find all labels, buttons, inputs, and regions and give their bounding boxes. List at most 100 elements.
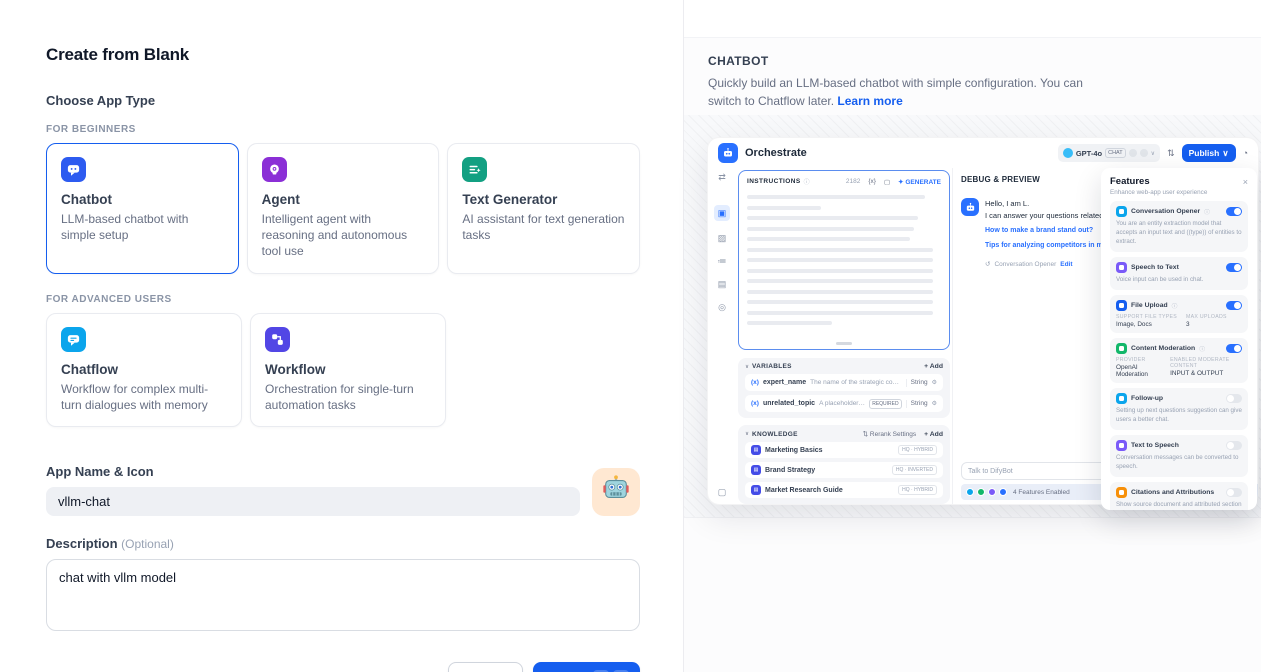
suggested-question: Tips for analyzing competitors in market bbox=[985, 242, 1120, 250]
suggested-question: How to make a brand stand out? bbox=[985, 227, 1094, 235]
preview-illustration-area: Orchestrate GPT-4o CHAT ∨ ⇅ Publish ∨ ◔ bbox=[684, 115, 1261, 518]
feature-item: Follow-up Setting up next questions sugg… bbox=[1110, 387, 1248, 430]
preview-panel-topstrip bbox=[684, 0, 1261, 38]
knowledge-row: ▤ Market Research Guide HQ · HYBRID bbox=[745, 482, 943, 498]
conversation-opener-icon bbox=[1116, 206, 1127, 217]
features-panel: Features × Enhance web-app user experien… bbox=[1101, 168, 1257, 510]
feature-item: Citations and Attributions Show source d… bbox=[1110, 481, 1248, 510]
feature-item: Text to Speech Conversation messages can… bbox=[1110, 434, 1248, 477]
sidebar-doc-icon: ▤ bbox=[717, 279, 727, 289]
bot-avatar bbox=[961, 198, 979, 216]
instructions-box: INSTRUCTIONS ⓘ 2182 {x} ▢ ✦ GENERATE bbox=[738, 170, 950, 350]
required-badge: REQUIRED bbox=[869, 398, 902, 409]
app-type-card-text-generator[interactable]: Text Generator AI assistant for text gen… bbox=[447, 143, 641, 274]
gear-icon: ⚙ bbox=[931, 401, 937, 407]
refresh-icon: ↺ bbox=[985, 261, 991, 269]
variable-token-icon: {x} bbox=[868, 178, 876, 185]
for-beginners-label: FOR BEGINNERS bbox=[46, 124, 136, 135]
info-icon: ⓘ bbox=[1199, 346, 1205, 353]
follow-up-icon bbox=[1116, 392, 1127, 404]
model-chat-badge: CHAT bbox=[1105, 148, 1126, 158]
speech-to-text-icon bbox=[1116, 261, 1127, 273]
chevron-down-icon: ∨ bbox=[1222, 147, 1229, 158]
text-to-speech-icon bbox=[1116, 439, 1127, 451]
model-settings-icon bbox=[1139, 149, 1148, 157]
card-desc: LLM-based chatbot with simple setup bbox=[61, 212, 189, 243]
dataset-icon: ▤ bbox=[751, 465, 761, 475]
app-name-row: App Name & Icon bbox=[46, 464, 640, 516]
publish-button: Publish ∨ bbox=[1181, 144, 1236, 162]
toggle-on bbox=[1226, 300, 1242, 310]
file-upload-icon bbox=[1116, 299, 1127, 311]
preview-description: Quickly build an LLM-based chatbot with … bbox=[708, 76, 1083, 108]
templates-link[interactable]: No ideas? Check out our templates → bbox=[46, 671, 261, 672]
app-type-card-agent[interactable]: Agent Intelligent agent with reasoning a… bbox=[246, 143, 440, 274]
choose-app-type-label: Choose App Type bbox=[46, 93, 156, 108]
sidebar-image-icon: ▨ bbox=[717, 233, 727, 243]
edit-opener-link: Edit bbox=[1060, 260, 1073, 268]
sidebar-frame-icon: ▢ bbox=[717, 487, 727, 497]
close-icon: × bbox=[1242, 176, 1248, 187]
preview-sidebar: ⇄ ▣ ▨ ≔ ▤ ◎ ▢ bbox=[708, 168, 736, 504]
card-desc: AI assistant for text generation tasks bbox=[462, 212, 625, 243]
knowledge-row: ▤ Brand Strategy HQ · INVERTED bbox=[745, 462, 943, 478]
toggle-off bbox=[1226, 440, 1242, 450]
add-variable-button: + Add bbox=[924, 363, 943, 370]
preview-panel-header: CHATBOT Quickly build an LLM-based chatb… bbox=[684, 38, 1261, 115]
sidebar-globe-icon: ◎ bbox=[718, 302, 726, 312]
feature-item: File Upload ⓘ SUPPORT FILE TYPES Image, D… bbox=[1110, 294, 1248, 333]
chatflow-icon bbox=[61, 326, 86, 352]
enter-key-icon: ↵ bbox=[613, 669, 629, 672]
app-type-card-chatbot[interactable]: Chatbot LLM-based chatbot with simple se… bbox=[46, 143, 239, 274]
copy-icon: ▢ bbox=[883, 178, 891, 186]
cmd-key-icon: ⌘ bbox=[593, 669, 609, 672]
knowledge-row: ▤ Marketing Basics HQ · HYBRID bbox=[745, 442, 943, 458]
variable-token-icon: (x) bbox=[751, 379, 759, 386]
feature-dot-icon bbox=[966, 488, 974, 496]
card-desc: Orchestration for single-turn automation… bbox=[265, 381, 414, 412]
preview-heading: CHATBOT bbox=[708, 54, 769, 68]
model-mic-icon bbox=[1128, 149, 1137, 157]
knowledge-label: KNOWLEDGE bbox=[752, 430, 798, 438]
rerank-settings-button: ⇅ Rerank Settings bbox=[862, 431, 917, 438]
char-count: 2182 bbox=[845, 178, 861, 185]
card-title: Workflow bbox=[265, 361, 326, 377]
modal-footer: No ideas? Check out our templates → Canc… bbox=[46, 661, 640, 672]
sidebar-orchestrate-icon: ▣ bbox=[714, 205, 730, 221]
retrieval-badge: HQ · HYBRID bbox=[898, 485, 937, 495]
params-sliders-icon: ⇅ bbox=[1167, 147, 1175, 158]
bot-message: Hello, I am L. I can answer your questio… bbox=[961, 198, 1250, 268]
instructions-label: INSTRUCTIONS bbox=[747, 178, 801, 185]
gear-icon: ⚙ bbox=[931, 380, 937, 386]
resize-handle bbox=[836, 342, 852, 345]
info-icon: ⓘ bbox=[1171, 303, 1178, 310]
feature-item: Speech to Text Voice input can be used i… bbox=[1110, 256, 1248, 290]
app-name-input[interactable] bbox=[46, 486, 580, 516]
beginner-cards-row: Chatbot LLM-based chatbot with simple se… bbox=[46, 143, 641, 274]
model-selector: GPT-4o CHAT ∨ bbox=[1057, 144, 1161, 162]
app-type-preview-panel: CHATBOT Quickly build an LLM-based chatb… bbox=[683, 0, 1261, 672]
variable-token-icon: (x) bbox=[751, 400, 759, 407]
instructions-skeleton bbox=[747, 195, 941, 325]
description-textarea[interactable]: chat with vllm model bbox=[46, 558, 640, 631]
feature-dot-icon bbox=[977, 488, 985, 496]
app-name-label: App Name & Icon bbox=[46, 463, 154, 479]
app-type-card-chatflow[interactable]: Chatflow Workflow for complex multi-turn… bbox=[46, 312, 242, 427]
toggle-on bbox=[1226, 207, 1242, 216]
create-button[interactable]: Create ⌘ ↵ bbox=[532, 661, 640, 672]
workflow-icon bbox=[265, 326, 290, 352]
model-provider-icon bbox=[1062, 148, 1073, 158]
description-label: Description (Optional) bbox=[46, 535, 174, 551]
preview-config-column: INSTRUCTIONS ⓘ 2182 {x} ▢ ✦ GENERATE bbox=[738, 170, 950, 504]
preview-body: ⇄ ▣ ▨ ≔ ▤ ◎ ▢ INSTRUCTIONS ⓘ bbox=[708, 168, 1258, 504]
variables-box: ∨ VARIABLES + Add (x) expert_name The na… bbox=[738, 358, 950, 418]
app-icon-picker[interactable] bbox=[592, 467, 640, 516]
advanced-cards-row: Chatflow Workflow for complex multi-turn… bbox=[46, 312, 640, 427]
feature-item: Conversation Opener ⓘ You are an entity … bbox=[1110, 201, 1248, 252]
app-type-card-workflow[interactable]: Workflow Orchestration for single-turn a… bbox=[250, 312, 446, 427]
learn-more-link[interactable]: Learn more bbox=[837, 94, 903, 108]
page-title: Create from Blank bbox=[46, 45, 190, 64]
cancel-button[interactable]: Cancel bbox=[447, 661, 523, 672]
chatbot-icon bbox=[61, 157, 86, 182]
